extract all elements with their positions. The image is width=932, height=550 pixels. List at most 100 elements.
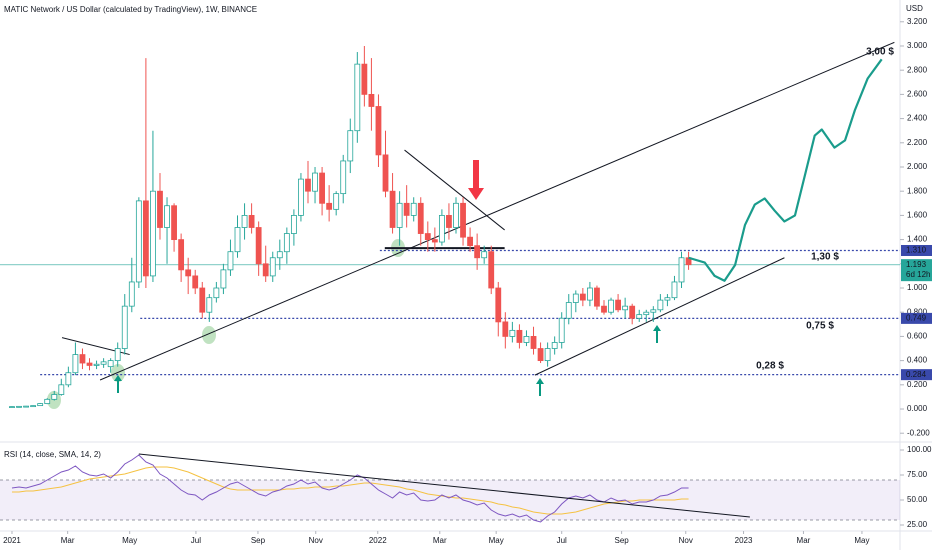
candle-body (608, 299, 614, 313)
price-label-box (901, 312, 932, 324)
up-arrow (536, 378, 544, 396)
candle-body (312, 172, 318, 192)
projection-path (688, 58, 883, 282)
arrows (114, 160, 661, 396)
candle-body (298, 178, 304, 216)
y-tick-label: -0.200 (907, 428, 930, 437)
candle-body (16, 405, 22, 408)
candle-body (234, 227, 241, 253)
candle-body (509, 329, 516, 337)
candle-body (586, 287, 593, 301)
x-tick-label: Mar (433, 536, 447, 545)
candle-body (375, 106, 382, 156)
price-label-box (901, 369, 932, 381)
candle-body (79, 354, 86, 364)
candle-body (636, 314, 643, 319)
candle-body (213, 287, 220, 299)
candle-body (643, 311, 650, 316)
candle-body (269, 257, 276, 277)
candle-body (424, 233, 431, 241)
candle-body (650, 309, 657, 313)
candle-body (544, 348, 551, 362)
annotation: 1,30 $ (811, 252, 839, 263)
candle-body (283, 233, 290, 253)
candle-body (410, 202, 417, 216)
y-tick-label: 2.400 (907, 114, 928, 123)
x-tick-label: Jul (191, 536, 201, 545)
candle-body (537, 348, 544, 362)
rsi-y-tick-label: 100.00 (907, 445, 932, 454)
candle-body (199, 287, 206, 313)
y-tick-label: 1.400 (907, 235, 928, 244)
candle-body (72, 354, 79, 374)
candle-body (333, 193, 340, 210)
candle-body (671, 281, 678, 299)
x-tick-label: Mar (797, 536, 811, 545)
candle-body (192, 275, 199, 289)
y-tick-label: 1.000 (907, 283, 928, 292)
candle-body (171, 205, 177, 241)
x-tick-label: May (854, 536, 869, 545)
candle-body (326, 202, 333, 210)
candle-body (403, 202, 410, 216)
x-tick-label: Jul (557, 536, 567, 545)
candle-body (523, 336, 530, 343)
candle-body (474, 245, 481, 259)
candle-body (227, 251, 234, 271)
candle-body (51, 394, 58, 400)
candle-body (481, 251, 488, 259)
candle-body (431, 239, 438, 243)
y-tick-label: 0.200 (907, 380, 928, 389)
candle-body (615, 299, 621, 311)
down-arrow (468, 160, 484, 200)
candle-body (93, 363, 100, 366)
price-label-countdown: 6d 12h (906, 270, 930, 279)
candle-body (678, 257, 685, 283)
rsi-y-tick-label: 25.00 (907, 520, 928, 529)
candle-body (488, 251, 495, 289)
candle-body (220, 269, 227, 289)
currency-label: USD (906, 4, 923, 13)
candle-body (65, 372, 72, 386)
candle-body (114, 348, 121, 362)
chart-title: MATIC Network / US Dollar (calculated by… (4, 5, 257, 14)
price-label: 1.193 (906, 260, 927, 269)
x-tick-label: Nov (309, 536, 323, 545)
candle-body (255, 227, 262, 265)
candle-body (128, 281, 135, 307)
candle-body (248, 215, 255, 228)
highlight-circle (111, 364, 125, 382)
candle-body (460, 202, 466, 238)
candle-body (530, 336, 537, 349)
rsi-y-tick-label: 75.00 (907, 470, 928, 479)
candle-body (438, 215, 445, 243)
candle-body (340, 160, 347, 195)
candle-body (361, 63, 368, 95)
y-tick-label: 3.000 (907, 41, 928, 50)
price-label: 0.284 (906, 370, 927, 379)
candle-body (100, 361, 107, 365)
highlight-circle (202, 326, 216, 344)
trend-line (404, 149, 505, 231)
y-tick-label: 0.400 (907, 356, 928, 365)
candle-body (502, 321, 509, 337)
candle-body (516, 329, 523, 343)
candle-body (551, 342, 558, 349)
trend-line (534, 257, 785, 376)
x-tick-label: Sep (251, 536, 266, 545)
candle-body (86, 362, 93, 366)
candle-body (23, 405, 29, 408)
candle-body (319, 172, 325, 204)
candle-body (601, 305, 607, 313)
candle-body (382, 154, 389, 192)
annotation: 3,00 $ (866, 47, 894, 58)
candle-body (164, 205, 170, 228)
candle-body (664, 297, 671, 301)
x-tick-label: 2021 (3, 536, 21, 545)
y-tick-label: 1.800 (907, 186, 928, 195)
rsi-y-tick-label: 50.00 (907, 495, 928, 504)
rsi-trend-line (138, 453, 750, 518)
candle-body (629, 305, 636, 319)
candle-body (157, 190, 163, 228)
